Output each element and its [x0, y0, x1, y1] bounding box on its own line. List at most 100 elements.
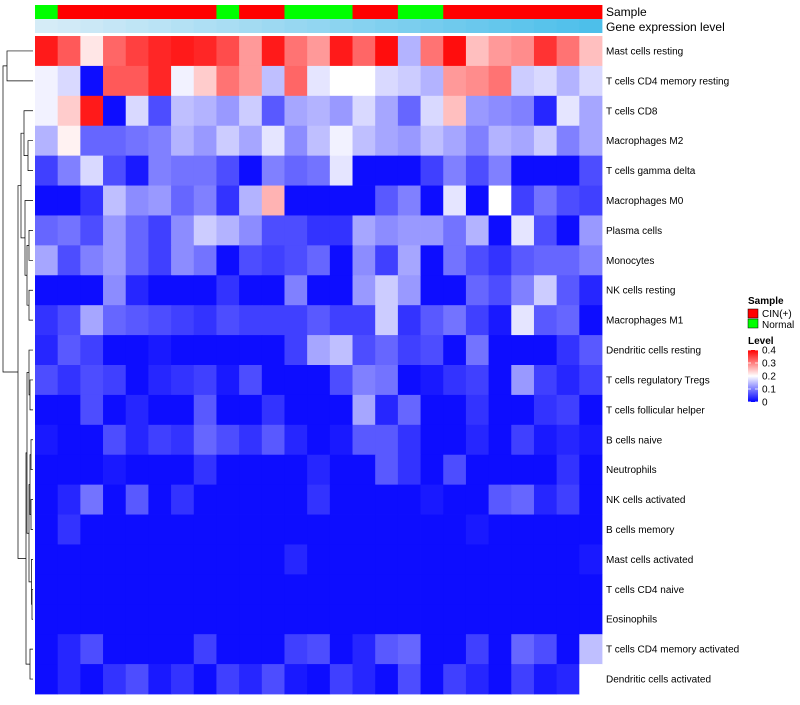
heatmap-cell: [329, 484, 353, 515]
heatmap-cell: [125, 95, 149, 127]
heatmap-cell: [216, 36, 240, 67]
heatmap-cell: [420, 664, 444, 695]
heatmap-cell: [488, 544, 512, 575]
heatmap-cell: [125, 245, 149, 276]
heatmap-cell: [193, 604, 217, 635]
heatmap-cell: [148, 65, 172, 97]
heatmap-cell: [261, 484, 285, 515]
heatmap-cell: [556, 574, 580, 605]
heatmap-cell: [443, 125, 467, 157]
heatmap-cell: [352, 36, 376, 67]
heatmap-cell: [329, 185, 353, 216]
heatmap-cell: [579, 185, 603, 216]
heatmap-cell: [443, 664, 467, 695]
heatmap-cell: [261, 664, 285, 695]
heatmap-cell: [80, 394, 104, 426]
heatmap-cell: [443, 424, 467, 456]
heatmap-cell: [488, 36, 512, 67]
heatmap-cell: [125, 484, 149, 515]
heatmap-cell: [329, 125, 353, 157]
heatmap-cell: [57, 245, 81, 276]
heatmap-cell: [465, 664, 489, 695]
heatmap-cell: [284, 65, 308, 97]
expression-annotation-cell: [533, 19, 558, 33]
heatmap-cell: [193, 664, 217, 695]
heatmap-cell: [57, 65, 81, 97]
heatmap-cell: [261, 634, 285, 665]
heatmap-cell: [216, 394, 240, 426]
heatmap-cell: [465, 125, 489, 157]
heatmap-cell: [579, 275, 603, 306]
heatmap-cell: [103, 95, 127, 127]
heatmap-cell: [193, 394, 217, 426]
heatmap-cell: [329, 305, 353, 336]
heatmap-cell: [556, 125, 580, 157]
heatmap-cell: [465, 36, 489, 67]
heatmap-cell: [465, 424, 489, 456]
annotation-label-sample: Sample: [606, 5, 647, 19]
heatmap-cell: [352, 394, 376, 426]
sample-annotation-cell: [171, 5, 195, 19]
heatmap-cell: [193, 544, 217, 575]
heatmap-cell: [465, 394, 489, 426]
heatmap-cell: [465, 544, 489, 575]
heatmap-cell: [511, 155, 535, 186]
heatmap-cell: [352, 484, 376, 515]
heatmap-cell: [193, 514, 217, 545]
heatmap-cell: [148, 245, 172, 276]
heatmap-cell: [420, 155, 444, 186]
legend-level-tick-label: 0.1: [762, 385, 776, 396]
heatmap-cell: [533, 365, 558, 396]
heatmap-cell: [103, 394, 127, 426]
row-label: T cells regulatory Tregs: [606, 375, 710, 386]
heatmap-cell: [465, 215, 489, 246]
heatmap-cell: [171, 275, 195, 306]
heatmap-cell: [193, 275, 217, 306]
heatmap-cell: [125, 664, 149, 695]
heatmap-cell: [239, 245, 263, 276]
heatmap-cell: [125, 65, 149, 97]
heatmap-cell: [579, 365, 603, 396]
heatmap-cell: [239, 604, 263, 635]
heatmap-cell: [375, 215, 399, 246]
heatmap-cell: [57, 454, 81, 486]
heatmap-cell: [80, 335, 104, 366]
heatmap-cell: [171, 574, 195, 605]
dendrogram-branch: [30, 499, 33, 530]
heatmap-cell: [125, 574, 149, 605]
heatmap-cell: [465, 514, 489, 545]
heatmap-cell: [307, 365, 331, 396]
heatmap-cell: [533, 574, 558, 605]
heatmap-cell: [511, 305, 535, 336]
heatmap-cell: [193, 634, 217, 665]
heatmap-cell: [443, 454, 467, 486]
heatmap-cell: [397, 424, 421, 456]
heatmap-cell: [216, 65, 240, 97]
expression-annotation-cell: [397, 19, 421, 33]
expression-annotation-cell: [352, 19, 376, 33]
heatmap-cell: [397, 484, 421, 515]
heatmap-cell: [148, 155, 172, 186]
heatmap-cell: [420, 95, 444, 127]
heatmap-cell: [284, 454, 308, 486]
row-label: Neutrophils: [606, 465, 657, 476]
heatmap-cell: [80, 574, 104, 605]
heatmap-cell: [35, 185, 59, 216]
heatmap-cell: [148, 664, 172, 695]
heatmap-cell: [80, 664, 104, 695]
heatmap-cell: [556, 275, 580, 306]
sample-annotation-cell: [533, 5, 558, 19]
heatmap-cell: [579, 574, 603, 605]
expression-annotation-cell: [488, 19, 512, 33]
heatmap-cell: [239, 95, 263, 127]
heatmap-cell: [397, 574, 421, 605]
heatmap-cell: [533, 125, 558, 157]
heatmap-cell: [125, 634, 149, 665]
heatmap-cell: [171, 514, 195, 545]
heatmap-cell: [35, 245, 59, 276]
heatmap-cell: [261, 65, 285, 97]
expression-annotation-cell: [284, 19, 308, 33]
heatmap-cell: [57, 36, 81, 67]
row-dendrogram: [2, 50, 33, 680]
